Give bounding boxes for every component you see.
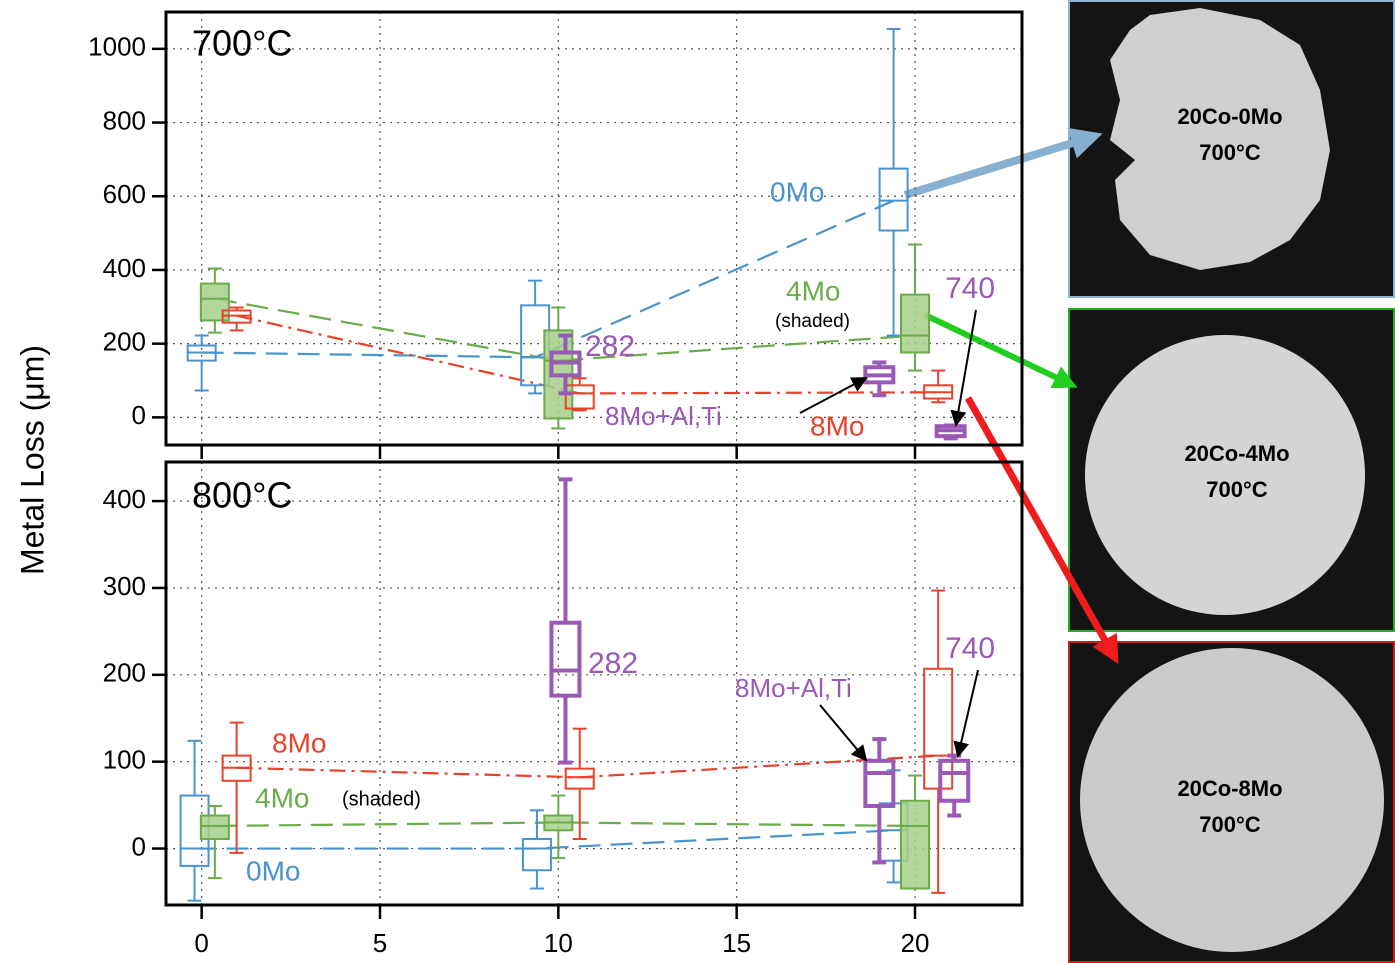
annotation: (shaded) <box>342 788 421 810</box>
annotation: 8Mo <box>810 410 864 441</box>
micrograph <box>1069 642 1394 962</box>
link-arrow <box>925 315 1072 385</box>
annotation: 4Mo <box>786 275 840 306</box>
y-tick-label: 600 <box>103 179 146 209</box>
box <box>523 839 551 870</box>
median-line <box>237 756 939 778</box>
x-tick-label: 15 <box>722 928 751 958</box>
box <box>924 669 952 789</box>
box <box>566 769 594 789</box>
y-tick-label: 800 <box>103 105 146 135</box>
box <box>901 801 929 889</box>
annotation: (shaded) <box>775 311 850 332</box>
y-tick-label: 100 <box>103 745 146 775</box>
annotation: 800°C <box>192 475 292 516</box>
box <box>940 761 968 801</box>
box <box>551 623 579 696</box>
micrograph-label: 20Co-8Mo <box>1177 776 1282 801</box>
micrograph-label: 700°C <box>1206 477 1268 502</box>
box <box>201 816 229 839</box>
micrograph-label: 700°C <box>1199 812 1261 837</box>
y-axis-label: Metal Loss (μm) <box>14 345 50 575</box>
annotation: 282 <box>585 330 635 363</box>
micrograph-label: 20Co-4Mo <box>1184 441 1289 466</box>
pointer-arrow <box>958 670 978 756</box>
micrograph-label: 700°C <box>1199 140 1261 165</box>
y-tick-label: 200 <box>103 327 146 357</box>
x-tick-label: 0 <box>194 928 208 958</box>
annotation: 8Mo+Al,Ti <box>735 673 852 703</box>
annotation: 0Mo <box>770 176 824 207</box>
annotation: 282 <box>588 647 638 680</box>
y-tick-label: 400 <box>103 253 146 283</box>
annotation: 8Mo+Al,Ti <box>605 401 722 431</box>
plot-frame <box>166 462 1022 905</box>
micrograph <box>1069 309 1394 631</box>
x-tick-label: 10 <box>544 928 573 958</box>
box <box>865 761 893 806</box>
box <box>901 295 929 353</box>
figure: Metal Loss (μm) 20Co-0Mo 700°C 20Co-4Mo 700… <box>0 0 1395 963</box>
pointer-arrow <box>800 378 866 413</box>
annotation: 8Mo <box>272 727 326 758</box>
y-tick-label: 1000 <box>88 32 146 62</box>
micrograph-label: 20Co-0Mo <box>1177 104 1282 129</box>
annotation: 0Mo <box>246 855 300 886</box>
y-tick-label: 0 <box>132 831 146 861</box>
x-tick-label: 20 <box>901 928 930 958</box>
annotation: 700°C <box>192 23 292 64</box>
pointer-arrow <box>820 705 866 760</box>
y-tick-label: 0 <box>132 400 146 430</box>
annotation: 4Mo <box>255 782 309 813</box>
box <box>880 169 908 231</box>
y-tick-label: 300 <box>103 571 146 601</box>
annotation: 740 <box>945 272 995 305</box>
x-tick-label: 5 <box>373 928 387 958</box>
link-arrow <box>905 136 1095 195</box>
y-tick-label: 400 <box>103 484 146 514</box>
annotation: 740 <box>945 632 995 665</box>
y-tick-label: 200 <box>103 658 146 688</box>
